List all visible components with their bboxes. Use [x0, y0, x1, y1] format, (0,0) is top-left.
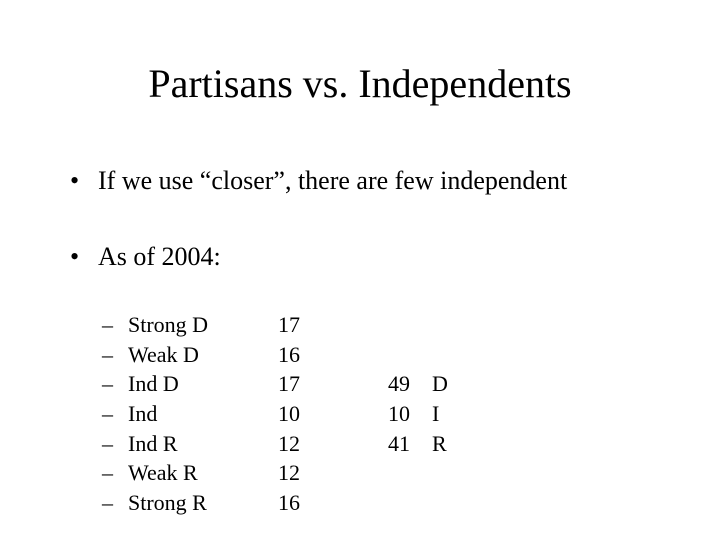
bullet-text: If we use “closer”, there are few indepe…: [98, 160, 567, 202]
summary-letter: D: [432, 369, 462, 399]
row-value: 17: [278, 310, 388, 340]
dash: –: [102, 488, 128, 518]
dash: –: [102, 458, 128, 488]
row-value: 17: [278, 369, 388, 399]
row-label: Weak R: [128, 458, 278, 488]
row-label: Ind R: [128, 429, 278, 459]
dash: –: [102, 369, 128, 399]
row-value: 16: [278, 340, 388, 370]
bullet-item: • If we use “closer”, there are few inde…: [70, 160, 567, 202]
row-label: Ind D: [128, 369, 278, 399]
dash-column: – – – – – – –: [102, 310, 128, 518]
row-label: Ind: [128, 399, 278, 429]
row-value: 12: [278, 429, 388, 459]
dash: –: [102, 340, 128, 370]
summary-letter-column: D I R: [432, 310, 462, 518]
row-value: 16: [278, 488, 388, 518]
bullet-item: • As of 2004:: [70, 236, 567, 278]
row-value: 10: [278, 399, 388, 429]
row-value: 12: [278, 458, 388, 488]
summary-number-column: 49 10 41: [388, 310, 432, 518]
summary-letter: R: [432, 429, 462, 459]
value-column: 17 16 17 10 12 12 16: [278, 310, 388, 518]
row-label: Strong D: [128, 310, 278, 340]
row-label: Weak D: [128, 340, 278, 370]
dash: –: [102, 429, 128, 459]
data-table: – – – – – – – Strong D Weak D Ind D Ind …: [102, 310, 462, 518]
bullet-icon: •: [70, 236, 98, 278]
label-column: Strong D Weak D Ind D Ind Ind R Weak R S…: [128, 310, 278, 518]
bullet-icon: •: [70, 160, 98, 202]
summary-number: 41: [388, 429, 432, 459]
summary-number: 10: [388, 399, 432, 429]
summary-letter: I: [432, 399, 462, 429]
slide-title: Partisans vs. Independents: [0, 60, 720, 107]
dash: –: [102, 399, 128, 429]
slide: Partisans vs. Independents • If we use “…: [0, 0, 720, 540]
row-label: Strong R: [128, 488, 278, 518]
summary-number: 49: [388, 369, 432, 399]
dash: –: [102, 310, 128, 340]
bullet-list: • If we use “closer”, there are few inde…: [70, 160, 567, 277]
bullet-text: As of 2004:: [98, 236, 221, 278]
